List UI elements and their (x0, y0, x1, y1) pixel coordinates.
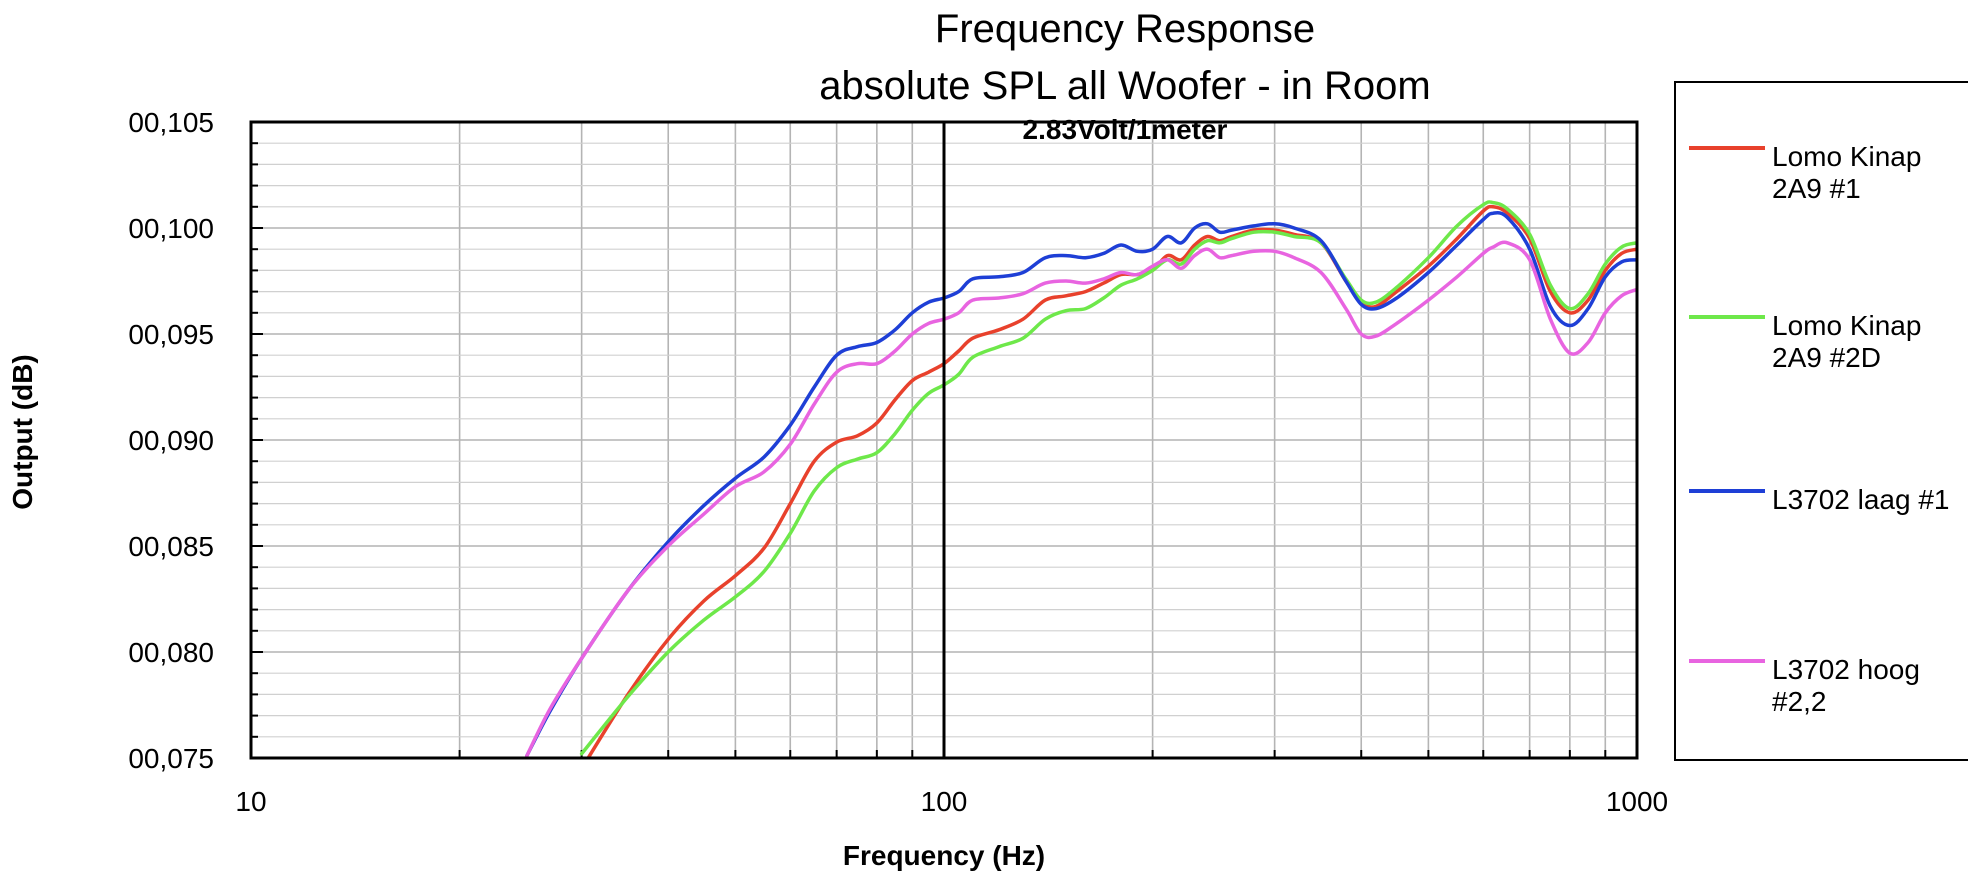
legend-label-line: 2A9 #2D (1772, 342, 1881, 373)
series-curves (525, 200, 1637, 758)
series-line-4 (525, 240, 1637, 758)
series-line-2 (579, 200, 1637, 756)
legend-box (1674, 81, 1968, 761)
legend-label-line: Lomo Kinap (1772, 141, 1921, 172)
legend-label-line: #2,2 (1772, 686, 1827, 717)
y-tick-label: 00,105 (128, 107, 214, 138)
chart-title-line-1: Frequency Response (935, 7, 1315, 51)
legend-label-line: L3702 hoog (1772, 654, 1920, 685)
x-tick-labels: 10 100 1000 (235, 786, 1668, 817)
y-tick-label: 00,085 (128, 531, 214, 562)
legend-label-2: Lomo Kinap 2A9 #2D (1772, 310, 1921, 373)
legend-label-line: L3702 laag #1 (1772, 484, 1950, 515)
legend-label-3: L3702 laag #1 (1772, 484, 1950, 515)
y-tick-labels: 00,075 00,080 00,085 00,090 00,095 00,100 00,1… (128, 107, 214, 774)
legend-label-4: L3702 hoog #2,2 (1772, 654, 1920, 717)
y-tick-label: 00,075 (128, 743, 214, 774)
y-tick-label: 00,090 (128, 425, 214, 456)
legend-label-line: Lomo Kinap (1772, 310, 1921, 341)
x-tick-label: 100 (921, 786, 968, 817)
chart-annotation: 2.83Volt/1meter (1023, 114, 1228, 145)
x-tick-label: 1000 (1606, 786, 1668, 817)
legend-label-1: Lomo Kinap 2A9 #1 (1772, 141, 1921, 204)
y-tick-label: 00,080 (128, 637, 214, 668)
y-tick-label: 00,095 (128, 319, 214, 350)
x-axis-label: Frequency (Hz) (843, 840, 1045, 871)
series-line-3 (525, 211, 1637, 758)
y-tick-label: 00,100 (128, 213, 214, 244)
y-axis-label: Output (dB) (7, 354, 38, 510)
chart-title-line-2: absolute SPL all Woofer - in Room (819, 64, 1430, 108)
legend-label-line: 2A9 #1 (1772, 173, 1861, 204)
x-tick-label: 10 (235, 786, 266, 817)
